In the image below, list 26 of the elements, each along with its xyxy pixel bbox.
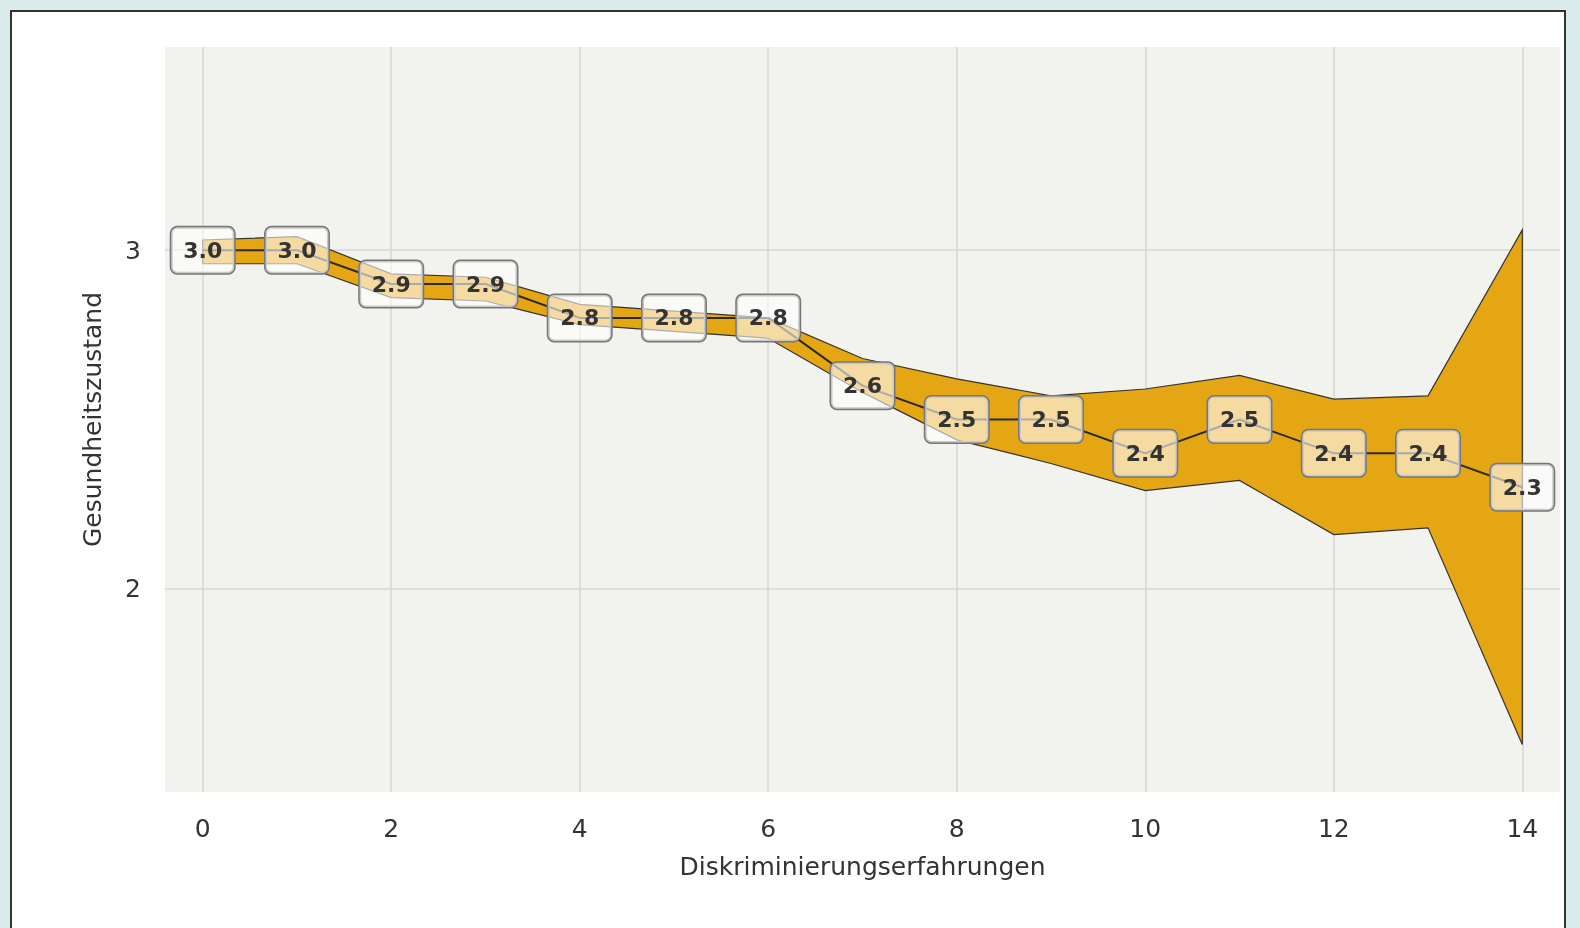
y-axis-title: Gesundheitszustand: [78, 291, 107, 548]
x-tick-label: 10: [1129, 814, 1162, 843]
data-label: 2.3: [1502, 474, 1542, 500]
data-label: 3.0: [277, 237, 317, 263]
x-tick-label: 4: [571, 814, 588, 843]
data-label: 2.4: [1408, 440, 1448, 466]
data-label: 2.4: [1314, 440, 1354, 466]
x-tick-label: 14: [1506, 814, 1539, 843]
data-label: 2.8: [654, 305, 694, 331]
data-label: 2.9: [465, 271, 505, 297]
data-label: 2.6: [843, 373, 882, 399]
data-label: 2.5: [937, 407, 977, 432]
data-label: 2.9: [371, 271, 411, 297]
x-tick-label: 2: [383, 814, 400, 843]
x-tick-label: 0: [194, 814, 211, 843]
x-tick-label: 6: [760, 814, 777, 843]
data-label: 2.8: [560, 305, 600, 331]
y-tick-label: 3: [125, 235, 141, 265]
x-tick-label: 12: [1317, 814, 1350, 843]
data-label: 2.5: [1220, 407, 1260, 432]
data-label: 2.8: [748, 305, 788, 331]
data-label: 3.0: [183, 237, 223, 263]
x-axis-title: Diskriminierungserfahrungen: [679, 852, 1046, 881]
data-label: 2.5: [1031, 407, 1071, 432]
data-label: 2.4: [1125, 440, 1165, 466]
x-tick-label: 8: [948, 814, 965, 843]
